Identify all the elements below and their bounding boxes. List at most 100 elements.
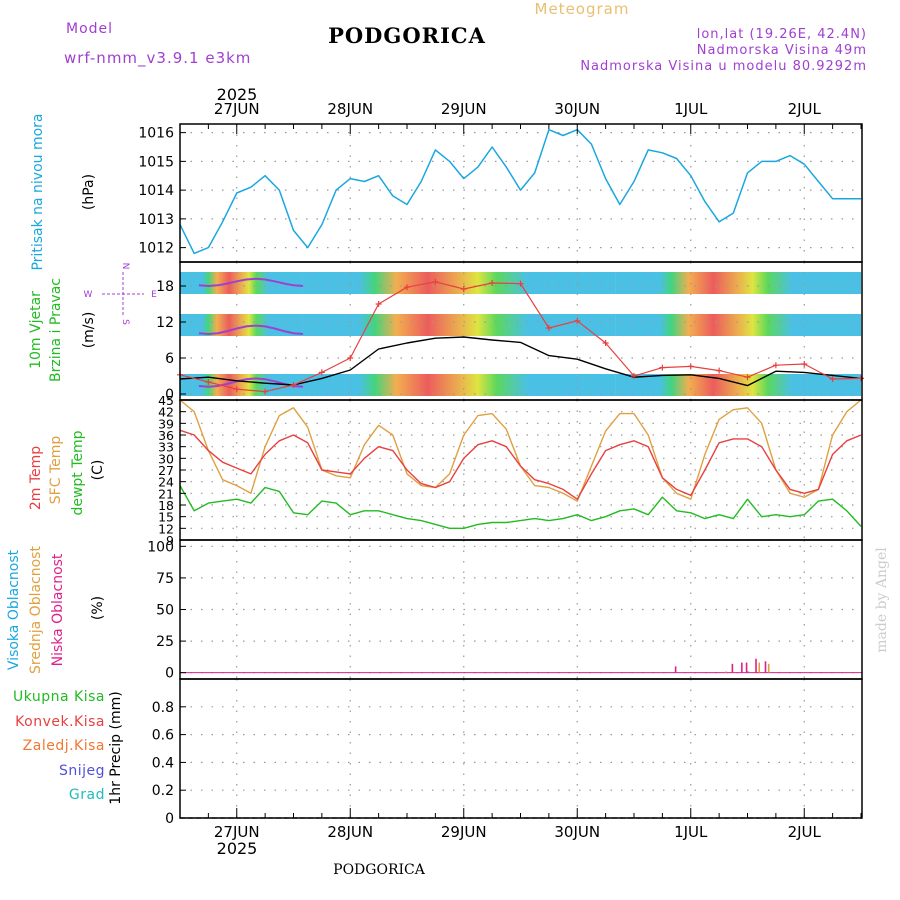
y-tick-label: 12 — [156, 315, 174, 331]
meteogram-label: Meteogram — [535, 0, 630, 18]
compass-south: S — [120, 319, 130, 325]
precip-legend-item: Konvek.Kisa — [15, 714, 105, 730]
y-tick-label: 1015 — [138, 154, 174, 170]
precip-unit: 1hr Precip (mm) — [108, 691, 124, 804]
wind-gust-marker — [687, 363, 694, 370]
year-bottom: 2025 — [217, 839, 258, 858]
date-label-bottom: 27JUN — [214, 823, 260, 841]
temp-unit: (C) — [90, 460, 106, 481]
cloud-bar — [674, 666, 677, 673]
y-tick-label: 1016 — [138, 126, 174, 142]
y-tick-label: 100 — [147, 539, 174, 555]
model-name: wrf-nmm_v3.9.1 e3km — [64, 49, 251, 68]
y-tick-label: 0 — [165, 666, 174, 682]
y-tick-label: 45 — [158, 393, 174, 408]
wind-gust-marker — [744, 374, 751, 381]
y-tick-label: 30 — [158, 451, 174, 466]
elevation-label: Nadmorska Visina 49m — [697, 43, 867, 58]
wind-gust-marker — [772, 362, 779, 369]
y-tick-label: 1012 — [138, 241, 174, 257]
date-label-top: 30JUN — [554, 100, 600, 118]
watermark: made by Angel — [874, 547, 890, 653]
mid-cloud-legend: Srednja Oblacnost — [28, 546, 44, 674]
y-tick-label: 1014 — [138, 183, 174, 199]
pressure-unit: (hPa) — [81, 174, 97, 210]
panel-frame — [179, 123, 863, 263]
cloud-bar — [747, 671, 750, 673]
wind-gust-marker — [262, 388, 269, 395]
sfc-temp-line — [179, 399, 862, 502]
y-tick-label: 18 — [156, 279, 174, 295]
wind-barb-band — [302, 272, 616, 294]
wind-gust-marker — [858, 375, 864, 382]
wind-gust-marker — [404, 284, 410, 291]
wind-barb-band — [180, 272, 303, 294]
y-tick-label: 0.4 — [152, 755, 174, 771]
model-elevation-label: Nadmorska Visina u modelu 80.9292m — [580, 59, 867, 74]
wind-gust-marker — [631, 373, 637, 379]
wind-gust-marker — [801, 361, 808, 367]
dewpt-line — [179, 485, 862, 529]
page-title: PODGORICA — [328, 23, 486, 48]
cloud-bar — [767, 663, 770, 673]
y-tick-label: 0.8 — [152, 700, 174, 716]
wind-barb-band — [615, 374, 861, 396]
lonlat-label: lon,lat (19.26E, 42.4N) — [697, 27, 867, 42]
cloud-bar — [731, 663, 734, 673]
wind-gust-marker — [489, 280, 496, 286]
date-label-bottom: 30JUN — [554, 823, 600, 841]
wind-compass: N W E S — [84, 263, 158, 326]
high-cloud-legend: Visoka Oblacnost — [6, 549, 22, 670]
y-tick-label: 0.6 — [152, 728, 174, 744]
wind-gust-marker — [602, 340, 609, 346]
y-tick-label: 24 — [158, 475, 174, 490]
date-label-top: 27JUN — [214, 100, 260, 118]
cloud-bar — [758, 662, 761, 673]
precip-legend-item: Snijeg — [59, 763, 105, 779]
y-tick-label: 50 — [156, 603, 174, 619]
wind-gust-marker — [716, 367, 723, 374]
date-label-top: 2JUL — [788, 100, 822, 118]
y-tick-label: 12 — [158, 521, 174, 536]
wind-unit: (m/s) — [81, 312, 97, 349]
y-tick-label: 0 — [165, 387, 174, 403]
cloud-bar — [755, 658, 757, 673]
precip-legend-item: Grad — [69, 787, 105, 803]
y-tick-label: 6 — [165, 351, 174, 367]
compass-east: E — [151, 290, 157, 300]
wind-gust-marker — [205, 379, 212, 385]
temp-2m-line — [179, 429, 862, 500]
y-tick-label: 18 — [158, 498, 174, 513]
dewpt-legend: dewpt Temp — [70, 430, 86, 515]
sfc-temp-legend: SFC Temp — [48, 436, 64, 505]
cloud-bar — [745, 662, 748, 673]
wind-gust-marker — [318, 369, 325, 376]
compass-west: W — [84, 290, 93, 300]
wind-barb-band — [180, 314, 303, 336]
cloud-bar — [725, 671, 727, 673]
wind-gust-marker — [829, 376, 836, 382]
y-tick-label: 39 — [158, 416, 174, 431]
cloud-bar — [741, 662, 743, 673]
low-cloud-legend: Niska Oblacnost — [50, 553, 66, 666]
y-tick-label: 36 — [158, 428, 174, 443]
y-tick-label: 1013 — [138, 212, 174, 228]
wind-gust-marker — [375, 301, 382, 307]
cloud-bar — [768, 672, 771, 673]
date-label-bottom: 2JUL — [788, 823, 822, 841]
y-tick-label: 9 — [166, 533, 174, 548]
y-tick-label: 27 — [158, 463, 174, 478]
y-tick-label: 75 — [156, 571, 174, 587]
date-label-bottom: 29JUN — [441, 823, 487, 841]
wind-gust-marker — [290, 382, 297, 388]
footer-title: PODGORICA — [333, 862, 426, 878]
wind-direction-trace — [198, 324, 304, 336]
wind-gust-marker — [233, 386, 240, 393]
pressure-title: Pritisak na nivou mora — [30, 113, 46, 270]
wind-gust-marker — [517, 280, 524, 287]
wind-barb-band — [302, 374, 616, 396]
precip-legend-item: Zaledj.Kisa — [23, 738, 105, 754]
y-tick-label: 15 — [158, 510, 174, 525]
y-tick-label: 0 — [165, 811, 174, 827]
